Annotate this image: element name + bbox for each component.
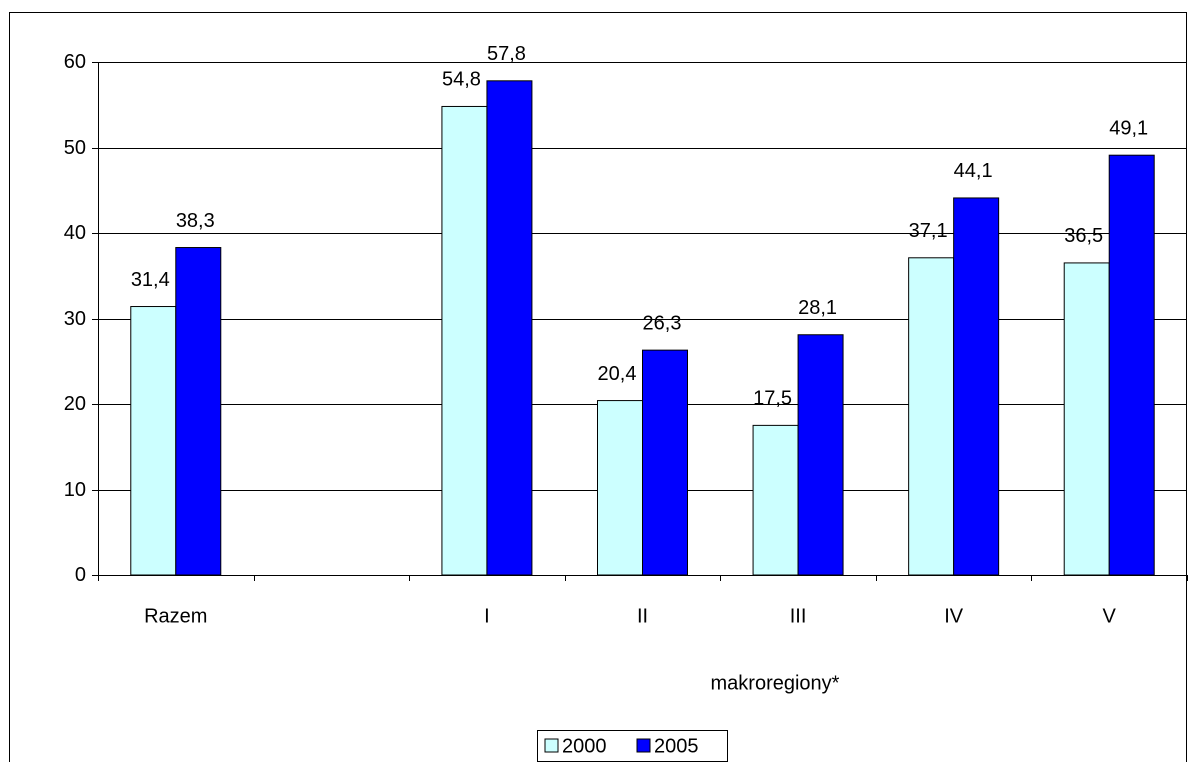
- bar: [1063, 262, 1110, 576]
- value-label: 49,1: [1109, 117, 1148, 139]
- bar: [797, 334, 844, 576]
- bar: [597, 400, 643, 576]
- x-tick-label: V: [1103, 605, 1117, 627]
- value-label: 31,4: [131, 269, 170, 291]
- value-label: 37,1: [909, 220, 948, 242]
- value-label: 28,1: [798, 297, 837, 319]
- x-tick-label: III: [790, 605, 807, 627]
- value-label: 38,3: [176, 210, 215, 232]
- y-tick-label: 30: [64, 308, 86, 330]
- x-tick-label: I: [484, 605, 490, 627]
- x-tick-label: IV: [944, 605, 964, 627]
- value-label: 36,5: [1064, 225, 1103, 247]
- legend-swatch: [544, 738, 559, 753]
- bar: [441, 105, 488, 576]
- value-label: 17,5: [753, 388, 792, 410]
- value-label: 20,4: [598, 363, 637, 385]
- value-label: 57,8: [487, 43, 526, 65]
- y-tick-label: 60: [64, 51, 86, 73]
- value-label: 26,3: [643, 312, 682, 334]
- bar: [908, 257, 955, 576]
- x-axis-label: makroregiony*: [711, 672, 840, 694]
- legend-swatch: [636, 738, 651, 753]
- legend-label: 2000: [562, 735, 607, 757]
- bar: [130, 306, 177, 576]
- bar: [175, 247, 222, 576]
- bar: [486, 80, 533, 576]
- y-tick-label: 10: [64, 479, 86, 501]
- bar: [1108, 154, 1155, 576]
- value-label: 44,1: [954, 160, 993, 182]
- y-tick-label: 50: [64, 137, 86, 159]
- y-tick-label: 20: [64, 393, 86, 415]
- y-tick-label: 0: [75, 564, 86, 586]
- value-label: 54,8: [442, 69, 481, 91]
- chart-frame: [9, 12, 1187, 762]
- bar: [752, 424, 799, 576]
- y-tick-label: 40: [64, 222, 86, 244]
- legend-label: 2005: [654, 735, 699, 757]
- legend-box: [537, 730, 728, 762]
- bar: [642, 349, 688, 576]
- x-tick-label: Razem: [144, 605, 207, 627]
- x-tick-label: II: [637, 605, 648, 627]
- bar: [953, 197, 1000, 576]
